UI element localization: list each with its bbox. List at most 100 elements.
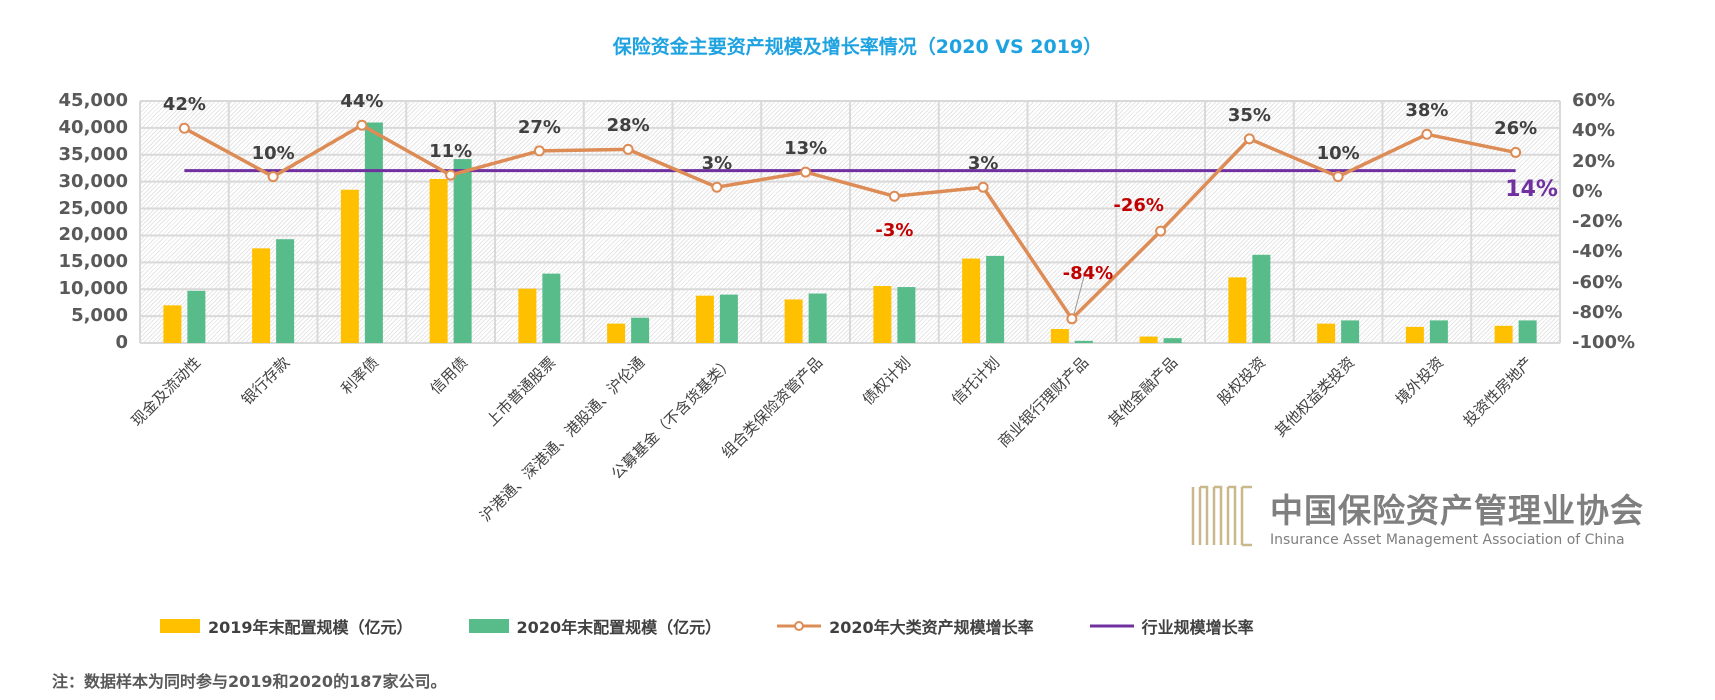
bar-2019 <box>607 323 626 343</box>
bar-2019 <box>1050 329 1069 343</box>
growth-data-label: 3% <box>701 153 733 175</box>
left-axis-tick: 35,000 <box>58 143 128 165</box>
growth-rate-point <box>1155 225 1167 237</box>
right-axis-tick: 60% <box>1572 90 1616 111</box>
bar-2020 <box>631 317 650 343</box>
bar-2020 <box>276 239 295 343</box>
bar-2020 <box>1163 338 1182 343</box>
left-axis-tick: 20,000 <box>58 224 128 246</box>
bar-2019 <box>252 248 271 343</box>
growth-data-label: -84% <box>1062 262 1114 284</box>
growth-data-label: 28% <box>606 115 650 137</box>
growth-data-label: 10% <box>1316 142 1360 164</box>
legend-item-2020: 2020年末配置规模（亿元） <box>468 614 722 638</box>
bar-2019 <box>340 189 359 343</box>
bar-2019 <box>695 295 714 343</box>
growth-rate-point <box>1332 171 1344 183</box>
legend: 2019年末配置规模（亿元） 2020年末配置规模（亿元） 2020年大类资产规… <box>160 614 1310 638</box>
growth-data-label: 11% <box>429 141 473 163</box>
growth-data-label: 42% <box>162 94 206 116</box>
chart-title: 保险资金主要资产规模及增长率情况（2020 VS 2019） <box>612 36 1103 58</box>
growth-rate-point <box>1066 313 1078 325</box>
bar-2019 <box>784 299 803 343</box>
legend-label: 2020年末配置规模（亿元） <box>516 618 722 637</box>
left-axis-tick: 0 <box>115 332 128 353</box>
left-axis-tick: 25,000 <box>58 197 128 219</box>
bar-2019 <box>1139 336 1158 343</box>
bar-2020 <box>1252 254 1271 343</box>
right-axis-tick: 20% <box>1572 150 1616 172</box>
label-leader-line <box>1073 276 1085 315</box>
growth-data-label: 10% <box>251 142 295 164</box>
growth-rate-point <box>800 166 812 178</box>
bar-2020 <box>1074 340 1093 343</box>
bar-2020 <box>986 255 1005 343</box>
iamac-logo: 中国保险资产管理业协会 Insurance Asset Management A… <box>1190 484 1644 548</box>
logo-cn: 中国保险资产管理业协会 <box>1270 491 1644 530</box>
bar-2020 <box>719 294 738 343</box>
growth-rate-point <box>977 181 989 193</box>
legend-item-2019: 2019年末配置规模（亿元） <box>160 614 413 638</box>
left-axis-tick: 15,000 <box>58 251 128 273</box>
growth-rate-point <box>178 122 190 134</box>
right-axis-tick: -20% <box>1572 211 1623 232</box>
legend-line-marker-icon <box>777 621 822 631</box>
growth-rate-point <box>1510 146 1522 158</box>
left-axis-tick: 5,000 <box>71 305 128 327</box>
growth-data-label: 44% <box>340 91 384 113</box>
logo-en: Insurance Asset Management Association o… <box>1270 532 1625 548</box>
growth-rate-point <box>711 181 723 193</box>
bar-2019 <box>429 178 448 343</box>
legend-label: 行业规模增长率 <box>1141 618 1254 637</box>
bar-2019 <box>1405 326 1424 343</box>
growth-rate-point <box>1421 128 1433 140</box>
growth-rate-point <box>888 190 900 202</box>
right-axis-tick: 0% <box>1572 180 1603 202</box>
bar-2020 <box>453 159 472 343</box>
growth-data-label: 35% <box>1227 104 1271 126</box>
bar-2019 <box>1494 325 1513 343</box>
legend-label: 2019年末配置规模（亿元） <box>208 618 413 637</box>
right-axis-tick: -40% <box>1572 241 1623 263</box>
footnote: 注：数据样本为同时参与2019和2020的187家公司。 <box>52 672 447 691</box>
bar-2020 <box>1429 320 1448 343</box>
iamac-mark-icon <box>1191 485 1252 547</box>
left-axis-tick: 45,000 <box>58 90 128 111</box>
growth-rate-point <box>1243 133 1255 145</box>
right-axis-tick: -60% <box>1572 271 1623 293</box>
right-axis-tick: -80% <box>1572 301 1623 323</box>
growth-data-label: 3% <box>967 153 999 175</box>
bar-2020 <box>897 287 916 343</box>
growth-rate-point <box>533 145 545 157</box>
growth-rate-point <box>267 171 279 183</box>
legend-line-icon <box>1089 624 1134 628</box>
legend-item-industry: 行业规模增长率 <box>1089 614 1254 638</box>
left-axis-tick: 10,000 <box>58 278 128 300</box>
growth-rate-line <box>183 123 1516 322</box>
right-axis-tick: 40% <box>1572 120 1616 142</box>
right-axis-tick: -100% <box>1572 332 1636 353</box>
legend-item-growth: 2020年大类资产规模增长率 <box>777 614 1034 638</box>
growth-data-label: 13% <box>784 138 828 160</box>
growth-data-label: 38% <box>1405 100 1449 122</box>
bar-2019 <box>518 288 537 343</box>
legend-swatch <box>160 619 200 633</box>
bar-2020 <box>542 273 561 343</box>
bar-2020 <box>1341 320 1360 343</box>
left-axis-tick: 30,000 <box>58 170 128 192</box>
growth-data-label: 27% <box>517 116 561 138</box>
growth-rate-point <box>622 143 634 155</box>
bar-2019 <box>962 258 981 343</box>
bar-2020 <box>364 122 383 343</box>
bar-2020 <box>1518 320 1537 343</box>
bar-2019 <box>163 305 182 343</box>
growth-data-label: 26% <box>1494 118 1538 140</box>
bar-2020 <box>187 290 206 343</box>
bar-2020 <box>808 293 827 343</box>
growth-rate-point <box>445 169 457 181</box>
bar-2019 <box>1228 277 1247 343</box>
bar-2019 <box>873 285 892 343</box>
left-axis-tick: 40,000 <box>58 116 128 138</box>
growth-data-label: -3% <box>875 220 914 242</box>
